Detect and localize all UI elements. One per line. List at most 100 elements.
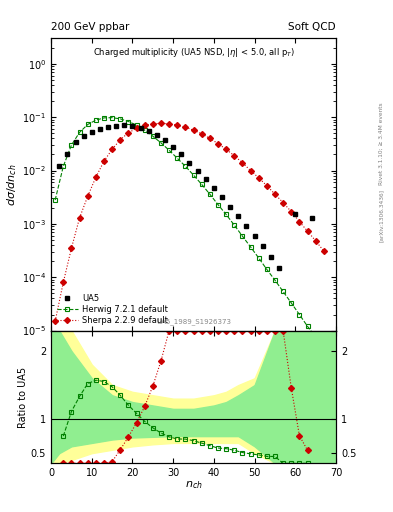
- UA5: [220, 194, 224, 200]
- Herwig 7.2.1 default: [208, 191, 212, 197]
- Text: UA5_1989_S1926373: UA5_1989_S1926373: [156, 318, 231, 325]
- Sherpa 2.2.9 default: [102, 158, 107, 164]
- Herwig 7.2.1 default: [232, 222, 237, 228]
- Herwig 7.2.1 default: [273, 277, 277, 283]
- Sherpa 2.2.9 default: [110, 146, 114, 153]
- Herwig 7.2.1 default: [183, 163, 188, 169]
- UA5: [90, 129, 94, 135]
- Herwig 7.2.1 default: [94, 117, 98, 123]
- Sherpa 2.2.9 default: [313, 238, 318, 244]
- UA5: [309, 215, 314, 221]
- UA5: [81, 133, 86, 139]
- Sherpa 2.2.9 default: [305, 228, 310, 234]
- Herwig 7.2.1 default: [142, 127, 147, 133]
- UA5: [122, 122, 127, 129]
- Herwig 7.2.1 default: [151, 133, 155, 139]
- Sherpa 2.2.9 default: [167, 121, 171, 127]
- UA5: [147, 128, 151, 134]
- Sherpa 2.2.9 default: [85, 193, 90, 199]
- Line: UA5: UA5: [57, 123, 314, 270]
- UA5: [252, 233, 257, 239]
- Herwig 7.2.1 default: [167, 147, 171, 153]
- UA5: [261, 243, 265, 249]
- Text: Soft QCD: Soft QCD: [288, 22, 336, 32]
- UA5: [211, 184, 216, 190]
- Sherpa 2.2.9 default: [191, 127, 196, 133]
- Sherpa 2.2.9 default: [256, 175, 261, 181]
- Sherpa 2.2.9 default: [199, 131, 204, 137]
- Text: Rivet 3.1.10; ≥ 3.4M events: Rivet 3.1.10; ≥ 3.4M events: [379, 102, 384, 185]
- X-axis label: $n_{ch}$: $n_{ch}$: [185, 480, 202, 492]
- Sherpa 2.2.9 default: [240, 160, 245, 166]
- Herwig 7.2.1 default: [175, 155, 180, 161]
- Herwig 7.2.1 default: [305, 323, 310, 329]
- Herwig 7.2.1 default: [313, 334, 318, 340]
- UA5: [187, 160, 192, 166]
- Herwig 7.2.1 default: [297, 311, 302, 317]
- Text: [arXiv:1306.3436]: [arXiv:1306.3436]: [379, 188, 384, 242]
- Sherpa 2.2.9 default: [281, 200, 285, 206]
- Line: Herwig 7.2.1 default: Herwig 7.2.1 default: [53, 115, 326, 351]
- Herwig 7.2.1 default: [256, 255, 261, 261]
- UA5: [73, 139, 78, 145]
- Herwig 7.2.1 default: [118, 116, 123, 122]
- Sherpa 2.2.9 default: [77, 215, 82, 221]
- UA5: [106, 124, 110, 130]
- Herwig 7.2.1 default: [85, 121, 90, 127]
- UA5: [204, 176, 208, 182]
- Text: 200 GeV ppbar: 200 GeV ppbar: [51, 22, 129, 32]
- Sherpa 2.2.9 default: [61, 280, 66, 286]
- Herwig 7.2.1 default: [289, 300, 294, 306]
- Herwig 7.2.1 default: [264, 266, 269, 272]
- Herwig 7.2.1 default: [61, 163, 66, 169]
- UA5: [130, 123, 135, 129]
- Herwig 7.2.1 default: [321, 346, 326, 352]
- UA5: [293, 211, 298, 218]
- Sherpa 2.2.9 default: [126, 130, 131, 136]
- Y-axis label: $d\sigma/dn_{ch}$: $d\sigma/dn_{ch}$: [6, 163, 19, 206]
- UA5: [179, 152, 184, 158]
- Sherpa 2.2.9 default: [159, 120, 163, 126]
- Text: Charged multiplicity (UA5 NSD, |$\eta$| < 5.0, all p$_T$): Charged multiplicity (UA5 NSD, |$\eta$| …: [92, 46, 295, 59]
- Sherpa 2.2.9 default: [183, 124, 188, 130]
- UA5: [268, 254, 273, 260]
- Herwig 7.2.1 default: [224, 211, 228, 218]
- UA5: [114, 123, 119, 129]
- Herwig 7.2.1 default: [53, 197, 57, 203]
- UA5: [228, 204, 233, 210]
- Herwig 7.2.1 default: [248, 244, 253, 250]
- Herwig 7.2.1 default: [110, 115, 114, 121]
- UA5: [154, 132, 159, 138]
- Line: Sherpa 2.2.9 default: Sherpa 2.2.9 default: [53, 121, 326, 323]
- Herwig 7.2.1 default: [102, 115, 107, 121]
- Herwig 7.2.1 default: [240, 233, 245, 239]
- Herwig 7.2.1 default: [191, 172, 196, 178]
- Sherpa 2.2.9 default: [232, 153, 237, 159]
- Herwig 7.2.1 default: [77, 129, 82, 135]
- UA5: [65, 152, 70, 158]
- Sherpa 2.2.9 default: [321, 248, 326, 254]
- Herwig 7.2.1 default: [69, 142, 74, 148]
- Sherpa 2.2.9 default: [175, 122, 180, 128]
- Sherpa 2.2.9 default: [208, 135, 212, 141]
- UA5: [138, 125, 143, 131]
- Sherpa 2.2.9 default: [151, 121, 155, 127]
- Sherpa 2.2.9 default: [297, 219, 302, 225]
- UA5: [236, 213, 241, 219]
- Sherpa 2.2.9 default: [273, 191, 277, 197]
- Sherpa 2.2.9 default: [289, 208, 294, 215]
- Legend: UA5, Herwig 7.2.1 default, Sherpa 2.2.9 default: UA5, Herwig 7.2.1 default, Sherpa 2.2.9 …: [55, 293, 169, 326]
- Sherpa 2.2.9 default: [53, 318, 57, 324]
- Sherpa 2.2.9 default: [118, 137, 123, 143]
- Y-axis label: Ratio to UA5: Ratio to UA5: [18, 367, 28, 428]
- UA5: [97, 126, 102, 132]
- Sherpa 2.2.9 default: [69, 245, 74, 251]
- Herwig 7.2.1 default: [281, 288, 285, 294]
- UA5: [163, 137, 167, 143]
- UA5: [57, 163, 62, 169]
- Sherpa 2.2.9 default: [248, 167, 253, 174]
- Sherpa 2.2.9 default: [216, 140, 220, 146]
- Sherpa 2.2.9 default: [264, 183, 269, 189]
- Herwig 7.2.1 default: [126, 118, 131, 124]
- UA5: [195, 167, 200, 174]
